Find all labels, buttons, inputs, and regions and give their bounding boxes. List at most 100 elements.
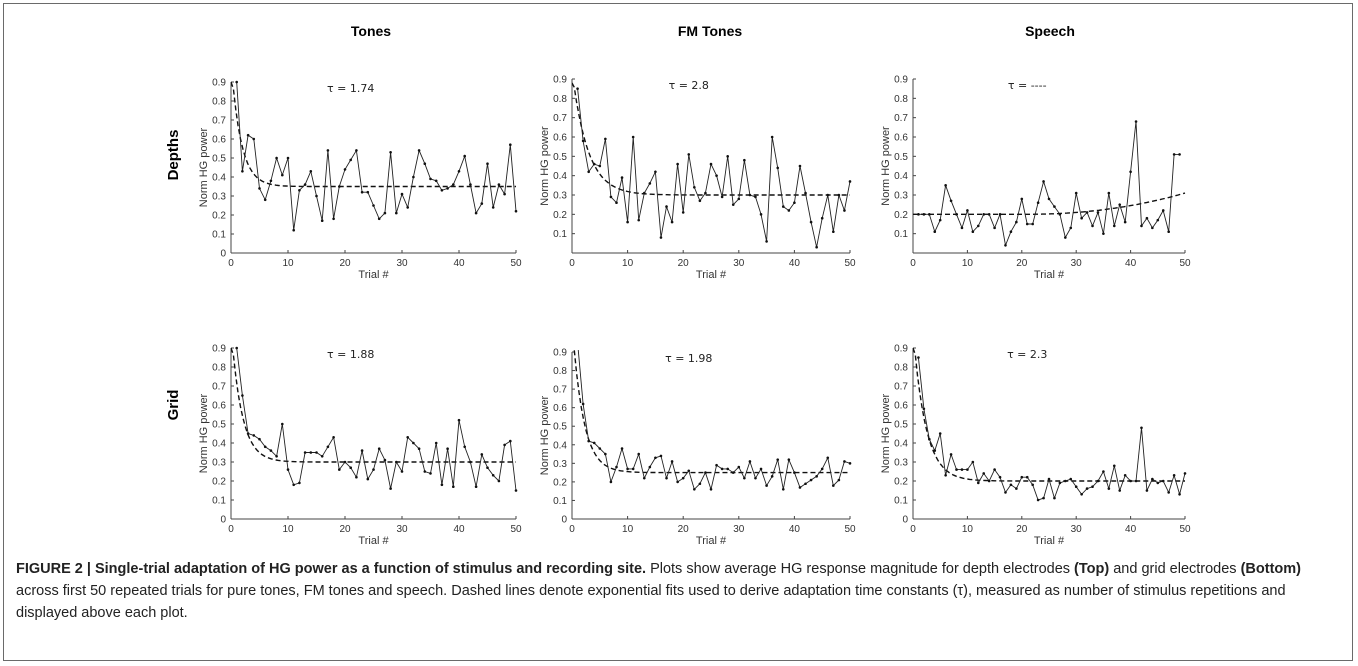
data-point — [726, 467, 729, 471]
x-tick-label: 20 — [339, 258, 351, 269]
data-point — [754, 195, 757, 199]
y-tick-label: 0.6 — [553, 403, 567, 414]
caption-top: (Top) — [1074, 561, 1110, 577]
x-tick-label: 0 — [228, 524, 234, 535]
x-tick-label: 40 — [789, 524, 801, 535]
x-tick-label: 50 — [844, 258, 856, 269]
data-point — [928, 437, 931, 441]
data-point — [1058, 481, 1062, 485]
y-tick-label: 0.1 — [212, 496, 226, 507]
data-point — [681, 211, 685, 214]
y-tick-label: 0.6 — [212, 135, 226, 146]
data-point — [743, 476, 746, 480]
data-point — [922, 407, 926, 411]
x-tick-label: 10 — [962, 524, 974, 535]
data-point — [726, 155, 729, 158]
data-point — [715, 463, 718, 467]
data-point — [423, 470, 427, 473]
data-point — [944, 184, 947, 187]
data-point — [281, 422, 284, 426]
y-tick-label: 0.5 — [553, 152, 567, 163]
y-tick-label: 0.9 — [553, 348, 567, 359]
data-point — [417, 447, 421, 451]
data-point — [1167, 491, 1170, 494]
data-point — [648, 182, 652, 185]
data-point — [400, 470, 404, 473]
fit-curve — [913, 192, 1186, 216]
data-point — [809, 220, 813, 224]
data-point — [826, 456, 830, 460]
data-point — [463, 445, 467, 449]
tau-annotation: τ = 2.8 — [669, 79, 709, 92]
data-point — [1134, 120, 1138, 123]
data-line — [236, 347, 517, 491]
figure-panels: Tones FM Tones Speech Depths Grid 0 10 20 3… — [165, 23, 1191, 547]
data-point — [971, 460, 975, 464]
data-point — [820, 216, 824, 220]
y-axis-label: Norm HG power — [880, 393, 892, 473]
data-point — [787, 209, 791, 212]
data-point — [349, 466, 353, 470]
y-tick-label: 0.1 — [212, 230, 226, 241]
y-tick-label: 0.6 — [894, 133, 908, 144]
y-tick-label: 0.4 — [553, 171, 567, 182]
column-title-fm-tones: FM Tones — [678, 23, 743, 39]
x-tick-label: 10 — [622, 258, 634, 269]
data-point — [440, 189, 444, 192]
data-point — [1031, 483, 1034, 487]
tau-annotation: τ = ---- — [1008, 79, 1047, 92]
data-point — [497, 183, 501, 186]
x-tick-label: 40 — [453, 524, 465, 535]
data-point — [315, 451, 318, 454]
data-point — [469, 460, 472, 464]
data-point — [1156, 481, 1160, 485]
data-point — [938, 432, 942, 435]
x-tick-label: 10 — [282, 524, 294, 535]
data-point — [709, 162, 713, 166]
x-tick-label: 0 — [569, 524, 575, 535]
figure-caption: FIGURE 2 | Single-trial adaptation of HG… — [16, 558, 1336, 624]
data-point — [1020, 475, 1024, 479]
data-point — [452, 485, 455, 489]
data-point — [731, 203, 735, 206]
data-point — [1004, 491, 1007, 494]
data-point — [1053, 496, 1056, 500]
x-tick-label: 50 — [510, 524, 522, 535]
data-point — [355, 475, 358, 479]
data-point — [982, 213, 986, 216]
data-point — [383, 211, 387, 215]
data-point — [349, 158, 353, 162]
y-tick-label: 0.4 — [894, 171, 908, 182]
data-point — [759, 467, 763, 471]
data-point — [804, 191, 807, 195]
data-point — [620, 176, 624, 179]
data-point — [1080, 493, 1083, 496]
x-tick-label: 10 — [282, 258, 294, 269]
data-point — [776, 166, 780, 170]
caption-text-1: Plots show average HG response magnitude… — [646, 561, 1075, 577]
data-point — [709, 488, 713, 491]
row-label-grid: Grid — [165, 390, 182, 421]
y-tick-label: 0.5 — [212, 154, 226, 165]
y-tick-label: 0.4 — [894, 439, 908, 450]
data-point — [971, 230, 975, 234]
fit-curve — [572, 82, 850, 196]
y-tick-label: 0.8 — [212, 363, 226, 374]
data-point — [1151, 477, 1154, 481]
data-point — [263, 198, 267, 202]
x-tick-label: 40 — [453, 258, 465, 269]
x-tick-label: 0 — [910, 524, 916, 535]
data-point — [360, 190, 364, 194]
data-point — [848, 180, 852, 183]
data-point — [966, 209, 969, 212]
data-point — [837, 478, 841, 482]
y-tick-label: 0.1 — [553, 229, 567, 240]
data-point — [637, 218, 641, 222]
x-axis-label: Trial # — [1034, 535, 1065, 547]
figure-frame — [3, 3, 1353, 661]
data-point — [993, 226, 996, 230]
data-point — [604, 452, 607, 456]
y-tick-label: 0.7 — [553, 113, 567, 124]
data-point — [933, 449, 937, 452]
data-point — [720, 467, 724, 471]
